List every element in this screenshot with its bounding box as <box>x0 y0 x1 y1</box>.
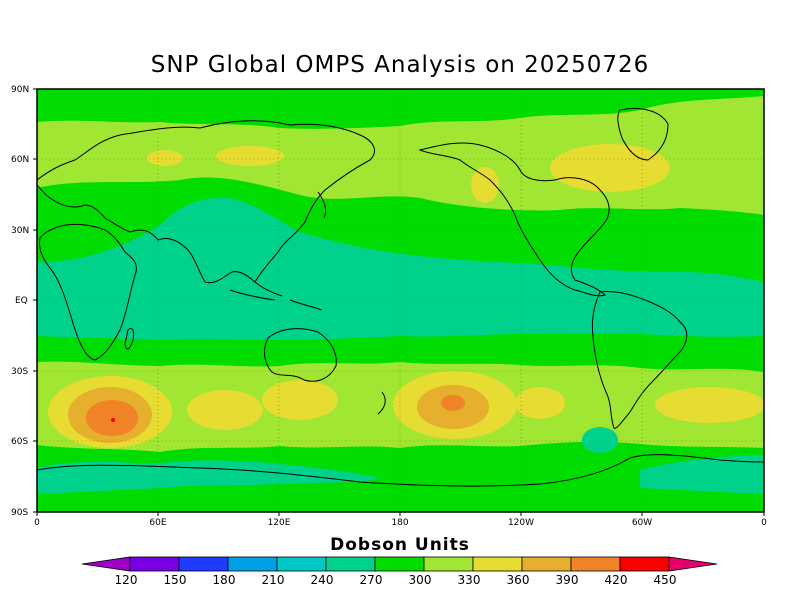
colorbar-level-label: 450 <box>654 573 677 587</box>
x-tick-label: 180 <box>391 518 408 528</box>
colorbar-under-arrow <box>81 556 131 572</box>
colorbar-segment <box>619 556 670 572</box>
colorbar-segment <box>227 556 278 572</box>
coast-africa <box>39 223 137 361</box>
y-tick-label: 30N <box>11 226 29 236</box>
y-ticks <box>33 88 37 513</box>
colorbar-segment <box>472 556 523 572</box>
x-tick-label: 120E <box>268 518 291 528</box>
field-300-south <box>37 441 764 512</box>
colorbar-level-label: 180 <box>213 573 236 587</box>
colorbar-level-label: 150 <box>164 573 187 587</box>
coast-indonesia <box>229 281 323 311</box>
field-270-patch <box>582 427 618 453</box>
colorbar-title: Dobson Units <box>330 535 470 555</box>
field-360-indian <box>187 390 263 430</box>
y-tick-label: 60S <box>11 437 28 447</box>
y-tick-label: 60N <box>11 155 29 165</box>
field-270-tropics <box>37 197 764 340</box>
coast-europe-asia <box>37 120 375 284</box>
field-360-alaska <box>471 167 499 203</box>
coast-australia <box>264 328 337 382</box>
colorbar-over-arrow <box>668 556 718 572</box>
coast-south-america <box>591 291 688 429</box>
coast-newzealand <box>377 391 386 415</box>
colorbar: 120 150 180 210 240 270 300 330 360 390 420 450 <box>81 556 718 587</box>
y-tick-label: 90S <box>11 508 28 518</box>
field-450-africa <box>111 418 115 422</box>
x-tick-label: 0 <box>34 518 40 528</box>
coastlines <box>37 108 764 487</box>
colorbar-segment <box>521 556 572 572</box>
field-420-africa <box>86 400 138 436</box>
colorbar-segment <box>570 556 621 572</box>
x-tick-label: 120W <box>508 518 534 528</box>
field-360-atlantic <box>655 387 764 423</box>
map-field <box>37 89 764 512</box>
colorbar-segment <box>325 556 376 572</box>
colorbar-level-label: 360 <box>507 573 530 587</box>
coast-north-america <box>418 142 610 297</box>
colorbar-level-label: 210 <box>262 573 285 587</box>
colorbar-segment <box>129 556 180 572</box>
y-axis: 90N 60N 30N EQ 30S 60S 90S <box>11 85 29 518</box>
y-tick-label: 30S <box>11 367 28 377</box>
x-tick-label: 60E <box>149 518 166 528</box>
field-360-canada <box>550 144 670 192</box>
coast-japan <box>317 191 327 219</box>
colorbar-level-label: 390 <box>556 573 579 587</box>
coast-greenland <box>617 108 669 161</box>
field-360-russia <box>147 150 183 166</box>
coast-madagascar <box>124 327 135 350</box>
coast-antarctica <box>37 454 764 487</box>
y-tick-label: EQ <box>15 296 28 306</box>
field-270-antarctic-e <box>640 455 764 494</box>
colorbar-level-label: 300 <box>409 573 432 587</box>
colorbar-segment <box>178 556 229 572</box>
colorbar-level-label: 240 <box>311 573 334 587</box>
field-360-siberia <box>216 146 284 166</box>
field-420-pacific <box>441 395 465 411</box>
colorbar-level-label: 270 <box>360 573 383 587</box>
field-270-antarctic <box>37 460 380 494</box>
colorbar-segment <box>374 556 425 572</box>
x-ticks <box>36 512 765 516</box>
colorbar-level-label: 330 <box>458 573 481 587</box>
colorbar-segment <box>276 556 327 572</box>
x-axis: 0 60E 120E 180 120W 60W 0 <box>34 518 767 528</box>
grid-lines <box>37 89 764 512</box>
x-tick-label: 60W <box>632 518 652 528</box>
x-tick-label: 0 <box>761 518 767 528</box>
field-360-australia <box>262 380 338 420</box>
colorbar-segment <box>423 556 474 572</box>
chart-title: SNP Global OMPS Analysis on 20250726 <box>150 52 650 78</box>
field-360-pacific-e <box>515 387 565 419</box>
field-300-arctic <box>37 89 764 129</box>
y-tick-label: 90N <box>11 85 29 95</box>
colorbar-level-label: 420 <box>605 573 628 587</box>
colorbar-level-label: 120 <box>115 573 138 587</box>
